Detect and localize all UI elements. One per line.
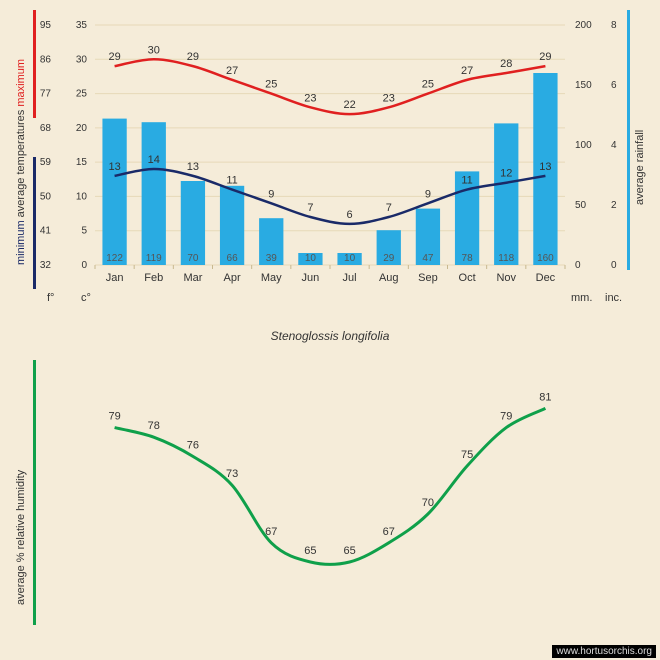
- svg-text:150: 150: [575, 80, 592, 91]
- svg-text:79: 79: [108, 411, 120, 423]
- svg-text:29: 29: [187, 51, 199, 63]
- svg-text:95: 95: [40, 20, 52, 31]
- svg-text:7: 7: [386, 202, 392, 214]
- svg-text:25: 25: [265, 79, 277, 91]
- svg-text:Stenoglossis longifolia: Stenoglossis longifolia: [271, 329, 390, 343]
- watermark: www.hortusorchis.org: [552, 645, 656, 658]
- svg-text:mm.: mm.: [571, 292, 592, 304]
- svg-text:68: 68: [40, 123, 52, 134]
- svg-text:minimum average temperatures: minimum average temperatures maximum: [15, 59, 27, 265]
- svg-text:14: 14: [148, 154, 160, 166]
- svg-text:41: 41: [40, 226, 52, 237]
- svg-text:35: 35: [76, 20, 88, 31]
- svg-text:65: 65: [343, 545, 355, 557]
- svg-text:23: 23: [383, 92, 395, 104]
- svg-text:average rainfall: average rainfall: [634, 130, 646, 205]
- chart-svg: 0510152025303532415059687786950501001502…: [0, 0, 660, 660]
- svg-text:Jun: Jun: [302, 272, 320, 284]
- svg-text:May: May: [261, 272, 282, 284]
- svg-text:78: 78: [148, 420, 160, 432]
- svg-text:79: 79: [500, 411, 512, 423]
- svg-text:77: 77: [40, 89, 52, 100]
- svg-text:86: 86: [40, 54, 52, 65]
- svg-text:200: 200: [575, 20, 592, 31]
- svg-text:67: 67: [383, 526, 395, 538]
- svg-text:70: 70: [422, 497, 434, 509]
- svg-text:78: 78: [462, 253, 474, 264]
- svg-text:70: 70: [187, 253, 199, 264]
- svg-text:47: 47: [422, 253, 434, 264]
- svg-text:73: 73: [226, 468, 238, 480]
- svg-text:100: 100: [575, 140, 592, 151]
- svg-text:12: 12: [500, 168, 512, 180]
- svg-text:average % relative humidity: average % relative humidity: [15, 469, 27, 605]
- svg-text:13: 13: [108, 161, 120, 173]
- svg-text:119: 119: [146, 253, 162, 264]
- svg-text:30: 30: [148, 44, 160, 56]
- svg-text:0: 0: [575, 260, 581, 271]
- svg-text:Aug: Aug: [379, 272, 399, 284]
- svg-text:20: 20: [76, 123, 88, 134]
- svg-text:Mar: Mar: [183, 272, 202, 284]
- svg-text:5: 5: [81, 226, 87, 237]
- svg-text:Dec: Dec: [536, 272, 556, 284]
- svg-text:6: 6: [347, 209, 353, 221]
- svg-text:7: 7: [307, 202, 313, 214]
- svg-text:25: 25: [76, 89, 88, 100]
- svg-text:11: 11: [226, 175, 237, 187]
- svg-text:22: 22: [343, 99, 355, 111]
- svg-text:27: 27: [226, 65, 238, 77]
- svg-text:10: 10: [76, 191, 88, 202]
- svg-text:Nov: Nov: [496, 272, 516, 284]
- svg-text:118: 118: [498, 253, 514, 264]
- svg-text:10: 10: [305, 253, 317, 264]
- svg-text:c°: c°: [81, 292, 91, 304]
- svg-text:65: 65: [304, 545, 316, 557]
- svg-text:66: 66: [227, 253, 239, 264]
- svg-text:10: 10: [344, 253, 356, 264]
- svg-text:29: 29: [539, 51, 551, 63]
- svg-text:75: 75: [461, 449, 473, 461]
- svg-text:Sep: Sep: [418, 272, 438, 284]
- svg-text:122: 122: [106, 253, 123, 264]
- svg-text:59: 59: [40, 157, 52, 168]
- svg-text:f°: f°: [47, 292, 54, 304]
- svg-text:Jan: Jan: [106, 272, 124, 284]
- climate-chart-page: 0510152025303532415059687786950501001502…: [0, 0, 660, 660]
- svg-text:28: 28: [500, 58, 512, 70]
- svg-text:9: 9: [425, 188, 431, 200]
- svg-text:13: 13: [539, 161, 551, 173]
- svg-text:Apr: Apr: [224, 272, 241, 284]
- svg-text:Feb: Feb: [144, 272, 163, 284]
- svg-text:6: 6: [611, 80, 617, 91]
- svg-text:30: 30: [76, 54, 88, 65]
- svg-text:160: 160: [537, 253, 554, 264]
- svg-text:Oct: Oct: [459, 272, 476, 284]
- svg-text:0: 0: [81, 260, 87, 271]
- svg-text:Jul: Jul: [343, 272, 357, 284]
- svg-text:29: 29: [383, 253, 395, 264]
- svg-text:4: 4: [611, 140, 617, 151]
- svg-text:0: 0: [611, 260, 617, 271]
- svg-text:9: 9: [268, 188, 274, 200]
- svg-text:25: 25: [422, 79, 434, 91]
- svg-text:29: 29: [108, 51, 120, 63]
- svg-text:27: 27: [461, 65, 473, 77]
- svg-text:50: 50: [40, 191, 52, 202]
- svg-text:13: 13: [187, 161, 199, 173]
- svg-text:81: 81: [539, 391, 551, 403]
- svg-text:32: 32: [40, 260, 52, 271]
- svg-text:2: 2: [611, 200, 617, 211]
- svg-text:67: 67: [265, 526, 277, 538]
- svg-text:23: 23: [304, 92, 316, 104]
- svg-text:inc.: inc.: [605, 292, 622, 304]
- svg-text:15: 15: [76, 157, 88, 168]
- svg-text:11: 11: [461, 175, 472, 187]
- svg-text:8: 8: [611, 20, 617, 31]
- svg-text:76: 76: [187, 439, 199, 451]
- svg-text:50: 50: [575, 200, 587, 211]
- svg-text:39: 39: [266, 253, 278, 264]
